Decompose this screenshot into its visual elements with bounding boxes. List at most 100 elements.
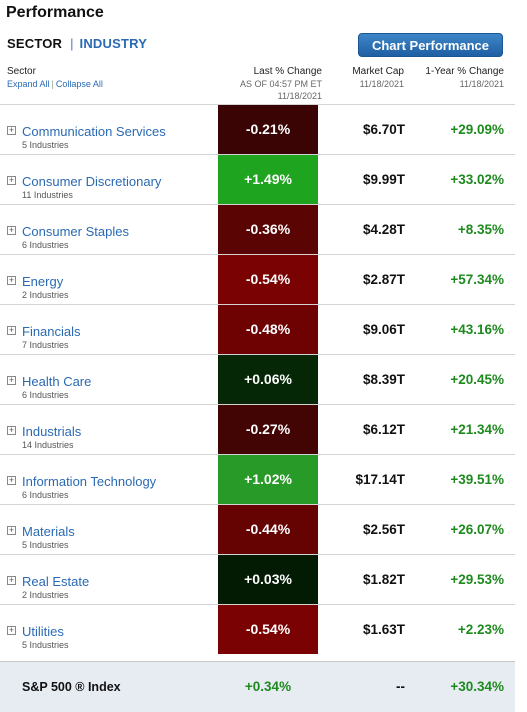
market-cap-cell: $6.12T (362, 422, 405, 437)
table-row: + Utilities 5 Industries -0.54% $1.63T +… (0, 604, 515, 654)
collapse-all-link[interactable]: Collapse All (55, 79, 103, 89)
table-row: + Information Technology 6 Industries +1… (0, 454, 515, 504)
expand-all-link[interactable]: Expand All (7, 79, 50, 89)
tab-separator: | (70, 36, 74, 51)
year-change-cell: +29.09% (450, 122, 504, 137)
year-change-cell: +26.07% (450, 522, 504, 537)
year-change-cell: +20.45% (450, 372, 504, 387)
sector-name-link[interactable]: Financials (22, 324, 81, 339)
last-change-header-time: AS OF 04:57 PM ET (239, 79, 322, 89)
last-change-cell: -0.44% (218, 505, 318, 554)
sector-industry-count: 11 Industries (22, 190, 73, 200)
market-cap-header-label: Market Cap (352, 66, 404, 77)
market-cap-cell: $2.87T (362, 272, 405, 287)
last-change-cell: -0.54% (218, 605, 318, 654)
sector-header-label: Sector (7, 66, 36, 77)
expand-icon[interactable]: + (7, 325, 16, 335)
expand-icon[interactable]: + (7, 575, 16, 585)
last-change-cell: -0.21% (218, 105, 318, 154)
sector-name-link[interactable]: Consumer Staples (22, 224, 129, 239)
sector-industry-count: 6 Industries (22, 390, 69, 400)
sector-industry-count: 2 Industries (22, 590, 69, 600)
year-change-cell: +33.02% (450, 172, 504, 187)
year-change-cell: +43.16% (450, 322, 504, 337)
link-separator: | (51, 79, 54, 89)
sector-column-header: Sector Expand All | Collapse All (7, 66, 103, 90)
market-cap-header-date: 11/18/2021 (359, 79, 404, 89)
last-change-cell: +0.03% (218, 555, 318, 604)
last-change-cell: -0.48% (218, 305, 318, 354)
sector-industry-count: 2 Industries (22, 290, 69, 300)
last-change-cell: -0.36% (218, 205, 318, 254)
page-title: Performance (6, 4, 104, 21)
market-cap-cell: $2.56T (362, 522, 405, 537)
market-cap-column-header[interactable]: Market Cap 11/18/2021 (352, 66, 404, 90)
last-change-header-label: Last % Change (253, 66, 322, 77)
last-change-cell: +0.06% (218, 355, 318, 404)
sector-industry-count: 6 Industries (22, 490, 69, 500)
table-row: + Consumer Discretionary 11 Industries +… (0, 154, 515, 204)
last-change-cell: -0.27% (218, 405, 318, 454)
expand-icon[interactable]: + (7, 175, 16, 185)
table-row: + Materials 5 Industries -0.44% $2.56T +… (0, 504, 515, 554)
sector-industry-count: 5 Industries (22, 540, 69, 550)
table-row: + Industrials 14 Industries -0.27% $6.12… (0, 404, 515, 454)
last-change-header-date: 11/18/2021 (277, 91, 322, 101)
sector-name-link[interactable]: Materials (22, 524, 75, 539)
year-change-cell: +8.35% (457, 222, 504, 237)
sector-name-link[interactable]: Health Care (22, 374, 92, 389)
expand-icon[interactable]: + (7, 425, 16, 435)
year-change-cell: +29.53% (450, 572, 504, 587)
year-change-header-date: 11/18/2021 (459, 79, 504, 89)
market-cap-cell: $17.14T (355, 472, 405, 487)
sector-name-link[interactable]: Communication Services (22, 124, 166, 139)
last-change-cell: +1.02% (218, 455, 318, 504)
expand-icon[interactable]: + (7, 125, 16, 135)
tab-industry[interactable]: INDUSTRY (79, 36, 148, 51)
market-cap-cell: $9.06T (362, 322, 405, 337)
market-cap-cell: $9.99T (362, 172, 405, 187)
sector-industry-count: 5 Industries (22, 640, 69, 650)
sector-name-link[interactable]: Utilities (22, 624, 64, 639)
market-cap-cell: $1.82T (362, 572, 405, 587)
sector-industry-count: 7 Industries (22, 340, 69, 350)
index-year-change: +30.34% (450, 679, 504, 694)
year-change-cell: +39.51% (450, 472, 504, 487)
sector-name-link[interactable]: Energy (22, 274, 64, 289)
sector-industry-count: 5 Industries (22, 140, 69, 150)
table-row: + Energy 2 Industries -0.54% $2.87T +57.… (0, 254, 515, 304)
index-market-cap: -- (396, 679, 405, 694)
year-change-header-label: 1-Year % Change (425, 66, 504, 77)
last-change-column-header[interactable]: Last % Change AS OF 04:57 PM ET 11/18/20… (240, 66, 322, 102)
table-row: + Financials 7 Industries -0.48% $9.06T … (0, 304, 515, 354)
chart-performance-button[interactable]: Chart Performance (358, 33, 503, 57)
index-last-change: +0.34% (244, 679, 292, 694)
sector-industry-count: 14 Industries (22, 440, 74, 450)
expand-icon[interactable]: + (7, 225, 16, 235)
expand-icon[interactable]: + (7, 475, 16, 485)
expand-icon[interactable]: + (7, 525, 16, 535)
year-change-cell: +21.34% (450, 422, 504, 437)
expand-collapse-links: Expand All | Collapse All (7, 78, 103, 90)
sector-name-link[interactable]: Real Estate (22, 574, 90, 589)
market-cap-cell: $6.70T (362, 122, 405, 137)
year-change-cell: +2.23% (457, 622, 504, 637)
sector-industry-count: 6 Industries (22, 240, 69, 250)
sector-name-link[interactable]: Industrials (22, 424, 82, 439)
market-cap-cell: $8.39T (362, 372, 405, 387)
last-change-cell: -0.54% (218, 255, 318, 304)
sector-name-link[interactable]: Information Technology (22, 474, 157, 489)
year-change-column-header[interactable]: 1-Year % Change 11/18/2021 (425, 66, 504, 90)
expand-icon[interactable]: + (7, 275, 16, 285)
expand-icon[interactable]: + (7, 625, 16, 635)
table-row: + Consumer Staples 6 Industries -0.36% $… (0, 204, 515, 254)
year-change-cell: +57.34% (450, 272, 504, 287)
market-cap-cell: $1.63T (362, 622, 405, 637)
expand-icon[interactable]: + (7, 375, 16, 385)
index-summary-row: S&P 500 ® Index +0.34% -- +30.34% (0, 661, 515, 712)
tab-sector[interactable]: SECTOR (7, 36, 63, 51)
sector-name-link[interactable]: Consumer Discretionary (22, 174, 162, 189)
table-row: + Communication Services 5 Industries -0… (0, 104, 515, 154)
index-name: S&P 500 ® Index (22, 680, 121, 694)
table-row: + Real Estate 2 Industries +0.03% $1.82T… (0, 554, 515, 604)
